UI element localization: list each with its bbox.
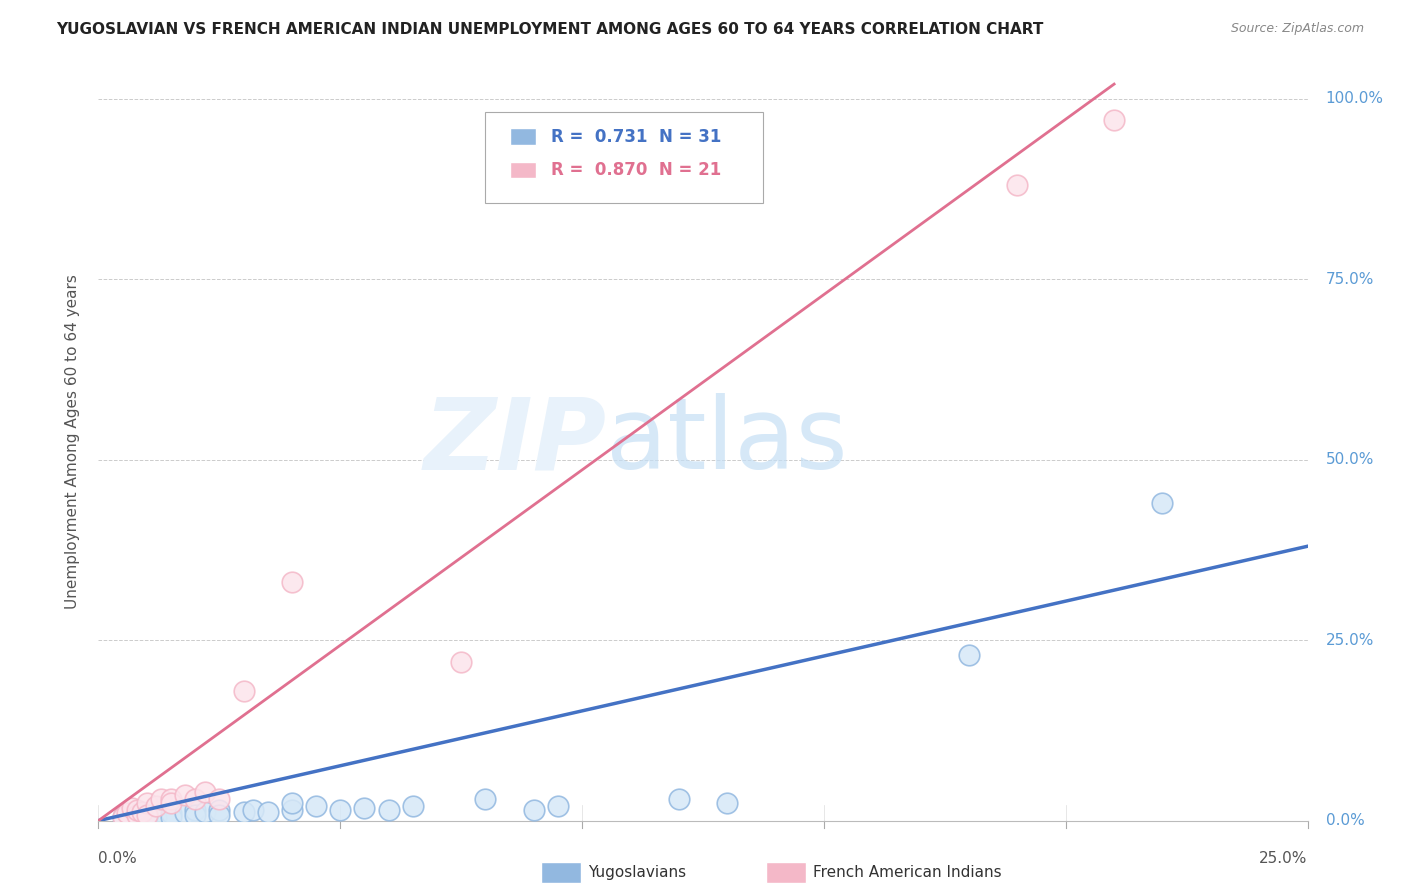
Point xyxy=(184,792,207,806)
Point xyxy=(194,785,217,799)
Point xyxy=(184,808,207,822)
Point xyxy=(281,575,304,590)
Text: 75.0%: 75.0% xyxy=(1326,271,1374,286)
Point xyxy=(957,648,980,662)
Point xyxy=(127,810,149,824)
Text: ZIP: ZIP xyxy=(423,393,606,490)
Point xyxy=(127,803,149,817)
Point xyxy=(232,683,254,698)
Point xyxy=(194,805,217,819)
Point xyxy=(174,806,197,821)
Point xyxy=(111,810,134,824)
Point xyxy=(160,810,183,824)
Text: R =  0.870  N = 21: R = 0.870 N = 21 xyxy=(551,161,721,179)
Point xyxy=(402,799,425,814)
Text: 0.0%: 0.0% xyxy=(1326,814,1364,828)
Y-axis label: Unemployment Among Ages 60 to 64 years: Unemployment Among Ages 60 to 64 years xyxy=(65,274,80,609)
Point xyxy=(1007,178,1029,193)
Point xyxy=(117,806,139,821)
Point xyxy=(668,792,690,806)
Point xyxy=(208,792,231,806)
Text: 0.0%: 0.0% xyxy=(98,851,138,866)
Point xyxy=(150,792,173,806)
Text: atlas: atlas xyxy=(606,393,848,490)
Text: Yugoslavians: Yugoslavians xyxy=(588,865,686,880)
Point xyxy=(523,803,546,817)
Point xyxy=(1102,113,1125,128)
Point xyxy=(121,800,143,814)
Text: YUGOSLAVIAN VS FRENCH AMERICAN INDIAN UNEMPLOYMENT AMONG AGES 60 TO 64 YEARS COR: YUGOSLAVIAN VS FRENCH AMERICAN INDIAN UN… xyxy=(56,22,1043,37)
Text: 50.0%: 50.0% xyxy=(1326,452,1374,467)
Point xyxy=(547,799,569,814)
Point xyxy=(377,803,399,817)
FancyBboxPatch shape xyxy=(509,128,536,145)
FancyBboxPatch shape xyxy=(509,161,536,178)
Text: Source: ZipAtlas.com: Source: ZipAtlas.com xyxy=(1230,22,1364,36)
Point xyxy=(111,810,134,824)
Point xyxy=(1152,496,1174,510)
Point xyxy=(160,792,183,806)
Text: 25.0%: 25.0% xyxy=(1326,632,1374,648)
Point xyxy=(329,803,352,817)
Point xyxy=(208,803,231,817)
Point xyxy=(135,810,157,824)
Point xyxy=(256,805,278,819)
Point xyxy=(135,808,157,822)
Point xyxy=(127,808,149,822)
Point xyxy=(184,803,207,817)
Point xyxy=(281,803,304,817)
Point xyxy=(135,808,157,822)
Text: 100.0%: 100.0% xyxy=(1326,91,1384,106)
Point xyxy=(353,800,375,814)
Point xyxy=(232,805,254,819)
FancyBboxPatch shape xyxy=(485,112,763,202)
Point xyxy=(174,789,197,803)
Point xyxy=(160,806,183,821)
Text: R =  0.731  N = 31: R = 0.731 N = 31 xyxy=(551,128,721,145)
Point xyxy=(474,792,496,806)
Point xyxy=(450,655,472,669)
Point xyxy=(160,796,183,810)
Point xyxy=(305,799,328,814)
Text: 25.0%: 25.0% xyxy=(1260,851,1308,866)
Point xyxy=(281,796,304,810)
Text: French American Indians: French American Indians xyxy=(813,865,1001,880)
Point xyxy=(127,806,149,821)
Point xyxy=(208,808,231,822)
Point xyxy=(242,803,264,817)
Point xyxy=(716,796,738,810)
Point xyxy=(145,810,167,824)
Point xyxy=(145,799,167,814)
Point xyxy=(131,805,153,819)
Point xyxy=(135,796,157,810)
